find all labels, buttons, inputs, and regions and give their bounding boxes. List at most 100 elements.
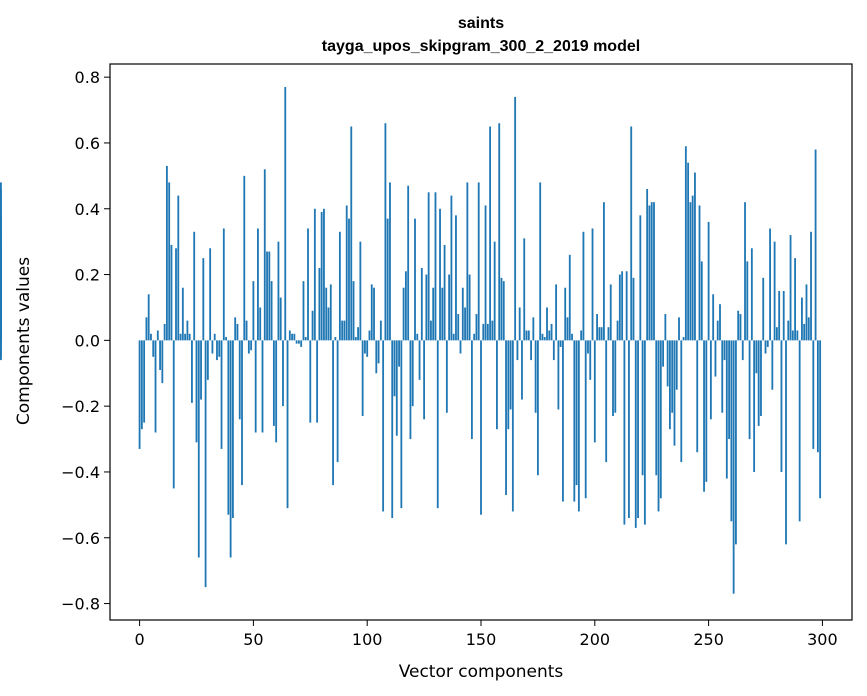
bar — [464, 307, 466, 341]
y-tick-label: 0.8 — [75, 68, 100, 87]
bar — [168, 182, 171, 341]
bar — [459, 340, 462, 354]
bar — [796, 330, 799, 341]
bar — [707, 221, 710, 341]
bar — [179, 333, 182, 341]
bar — [284, 87, 287, 341]
bar — [577, 340, 580, 512]
x-tick-label: 150 — [466, 630, 497, 649]
bar — [671, 340, 674, 413]
bar — [675, 340, 678, 390]
bar — [450, 195, 453, 341]
bar — [409, 340, 412, 440]
bar — [222, 228, 225, 341]
bar — [523, 238, 526, 341]
bar — [634, 340, 637, 528]
bar — [430, 320, 432, 341]
bar — [238, 340, 241, 420]
bar — [480, 340, 482, 515]
bar — [434, 192, 437, 341]
bar — [641, 340, 644, 476]
bar — [334, 337, 337, 341]
bar — [245, 320, 248, 341]
bar — [787, 320, 790, 341]
bar — [338, 231, 341, 341]
bars — [0, 87, 822, 594]
bar — [623, 340, 626, 525]
bar — [329, 284, 332, 341]
bar — [439, 208, 441, 341]
bar — [703, 340, 705, 492]
bar — [202, 258, 205, 341]
bar — [364, 340, 366, 354]
bar — [625, 271, 628, 341]
x-axis-ticks: 0 50 100 150 200 250 300 — [134, 620, 838, 649]
bar — [220, 340, 223, 449]
bar — [357, 327, 359, 341]
bar — [725, 340, 728, 479]
bar — [295, 340, 298, 344]
bar — [398, 340, 400, 367]
bar — [400, 340, 403, 509]
y-tick-label: −0.6 — [61, 529, 100, 548]
bar — [236, 323, 239, 341]
bar — [150, 333, 152, 341]
bar — [691, 195, 694, 341]
bar — [186, 320, 189, 341]
bar — [568, 254, 571, 341]
bar — [739, 314, 742, 341]
bar — [805, 284, 808, 341]
bar — [206, 340, 209, 380]
bar — [200, 340, 202, 400]
bar — [709, 340, 712, 420]
bar — [268, 251, 271, 341]
bar — [191, 340, 193, 403]
bar — [327, 307, 330, 341]
bar — [154, 340, 157, 433]
bar — [566, 317, 569, 341]
bar — [416, 333, 419, 341]
bar — [254, 340, 257, 433]
bar — [662, 340, 664, 367]
bar — [527, 330, 530, 341]
bar — [263, 169, 266, 341]
bar — [771, 340, 774, 390]
bar — [370, 284, 373, 341]
bar — [521, 340, 523, 400]
bar — [159, 340, 161, 370]
bar — [252, 281, 255, 341]
bar — [425, 274, 428, 341]
bar — [507, 340, 510, 430]
bar — [534, 340, 537, 413]
bar — [261, 340, 264, 433]
bar — [309, 340, 312, 423]
bar — [152, 340, 155, 357]
bar — [614, 340, 617, 413]
y-tick-label: 0.6 — [75, 134, 100, 153]
bar — [227, 340, 230, 515]
bar — [664, 314, 667, 341]
bar — [204, 340, 207, 588]
bar — [407, 185, 410, 341]
bar — [177, 195, 180, 341]
bar — [143, 340, 146, 423]
bar — [801, 297, 803, 341]
bar — [461, 287, 464, 341]
bar — [643, 340, 646, 525]
bar — [375, 340, 378, 374]
bar — [427, 192, 430, 341]
bar — [411, 340, 414, 407]
bar — [195, 340, 198, 443]
bar — [468, 274, 471, 341]
bar — [582, 231, 585, 341]
x-tick-label: 200 — [580, 630, 611, 649]
bar — [241, 340, 243, 486]
bar — [673, 340, 676, 446]
bar — [275, 340, 278, 443]
bar — [418, 340, 421, 380]
bar — [603, 202, 605, 341]
plot-frame — [109, 63, 853, 621]
bar — [769, 228, 771, 341]
bar — [293, 333, 296, 341]
bar — [316, 340, 319, 423]
